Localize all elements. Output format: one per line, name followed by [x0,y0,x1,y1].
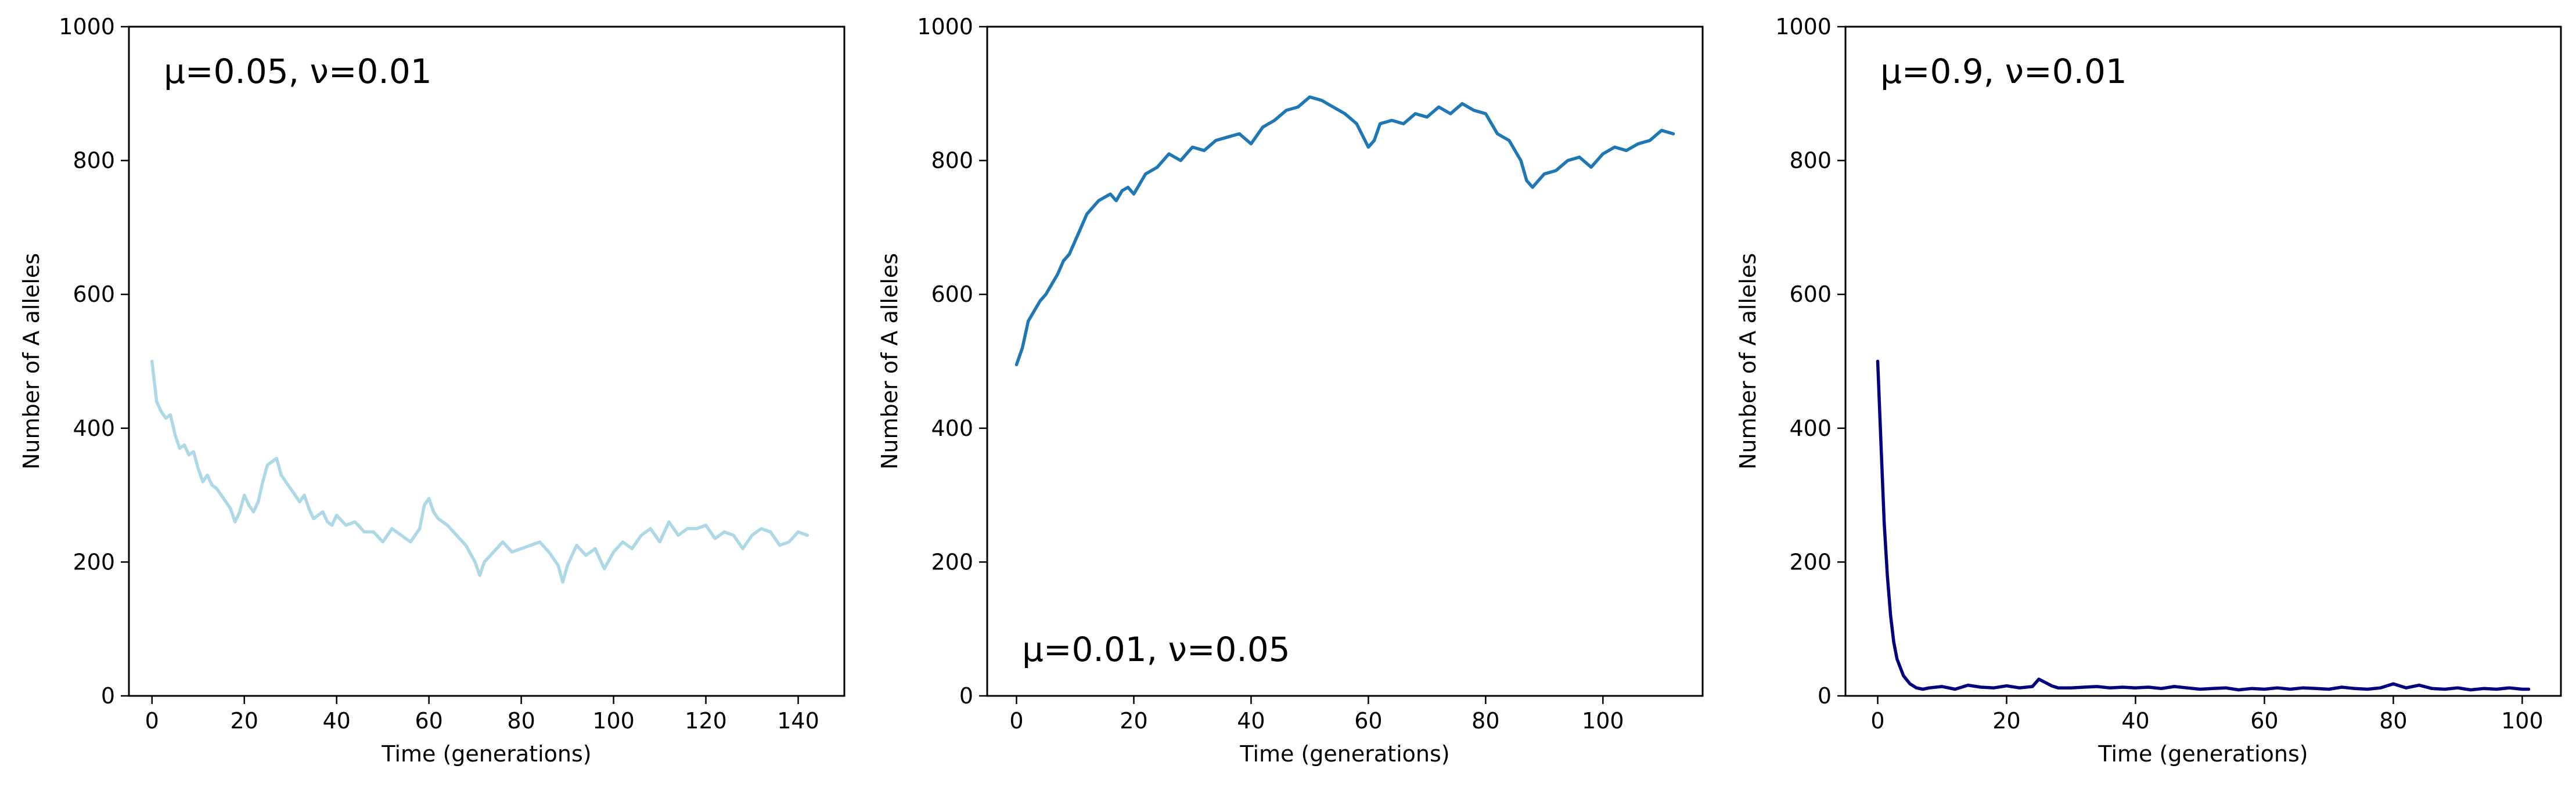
x-tick-label: 0 [1870,708,1884,734]
parameter-annotation: μ=0.9, ν=0.01 [1880,52,2127,91]
y-tick-label: 600 [931,281,973,307]
y-tick-label: 400 [1789,416,1832,441]
x-axis-label: Time (generations) [1239,741,1449,767]
y-tick-label: 600 [73,281,115,307]
x-tick-label: 60 [415,708,442,734]
y-tick-label: 1000 [1775,14,1832,39]
x-tick-label: 120 [685,708,727,734]
plot-frame [128,26,846,697]
x-tick-label: 60 [2250,708,2278,734]
y-tick-label: 1000 [59,14,115,39]
series-line [1014,95,1675,367]
chart-panel-1: 0 20 40 60 80 100 120 140 0 200 400 600 800 1000 Time … [19,14,846,767]
series-line [1876,359,2531,692]
y-tick-label: 400 [73,416,115,441]
y-tick-label: 0 [959,683,973,709]
y-tick-label: 0 [101,683,115,709]
y-tick-label: 200 [73,549,115,575]
x-tick-label: 0 [145,708,159,734]
y-axis-label: Number of A alleles [877,253,902,470]
x-tick-label: 20 [1992,708,2020,734]
x-tick-label: 80 [507,708,535,734]
parameter-annotation: μ=0.05, ν=0.01 [164,52,432,91]
y-tick-label: 600 [1789,281,1832,307]
y-tick-label: 400 [931,416,973,441]
x-tick-label: 100 [1582,708,1624,734]
x-tick-label: 100 [2501,708,2543,734]
y-tick-label: 800 [931,148,973,174]
x-axis-label: Time (generations) [381,741,591,767]
series-line [150,359,810,584]
x-tick-label: 60 [1354,708,1382,734]
x-axis-label: Time (generations) [2098,741,2308,767]
x-tick-label: 40 [2121,708,2149,734]
x-tick-label: 40 [322,708,350,734]
y-tick-label: 1000 [917,14,973,39]
y-axis-label: Number of A alleles [19,253,44,470]
plot-frame [1844,26,2562,697]
parameter-annotation: μ=0.01, ν=0.05 [1022,630,1290,669]
x-tick-label: 80 [2379,708,2407,734]
y-tick-label: 200 [1789,549,1832,575]
x-tick-label: 20 [1120,708,1147,734]
x-tick-label: 0 [1009,708,1023,734]
y-tick-label: 800 [1789,148,1832,174]
x-tick-label: 20 [231,708,258,734]
x-tick-label: 100 [592,708,635,734]
x-tick-label: 140 [777,708,819,734]
plot-frame [986,26,1704,697]
y-tick-label: 0 [1818,683,1832,709]
y-tick-label: 800 [73,148,115,174]
x-tick-label: 40 [1237,708,1265,734]
x-tick-label: 80 [1472,708,1499,734]
y-tick-label: 200 [931,549,973,575]
y-axis-label: Number of A alleles [1735,253,1761,470]
